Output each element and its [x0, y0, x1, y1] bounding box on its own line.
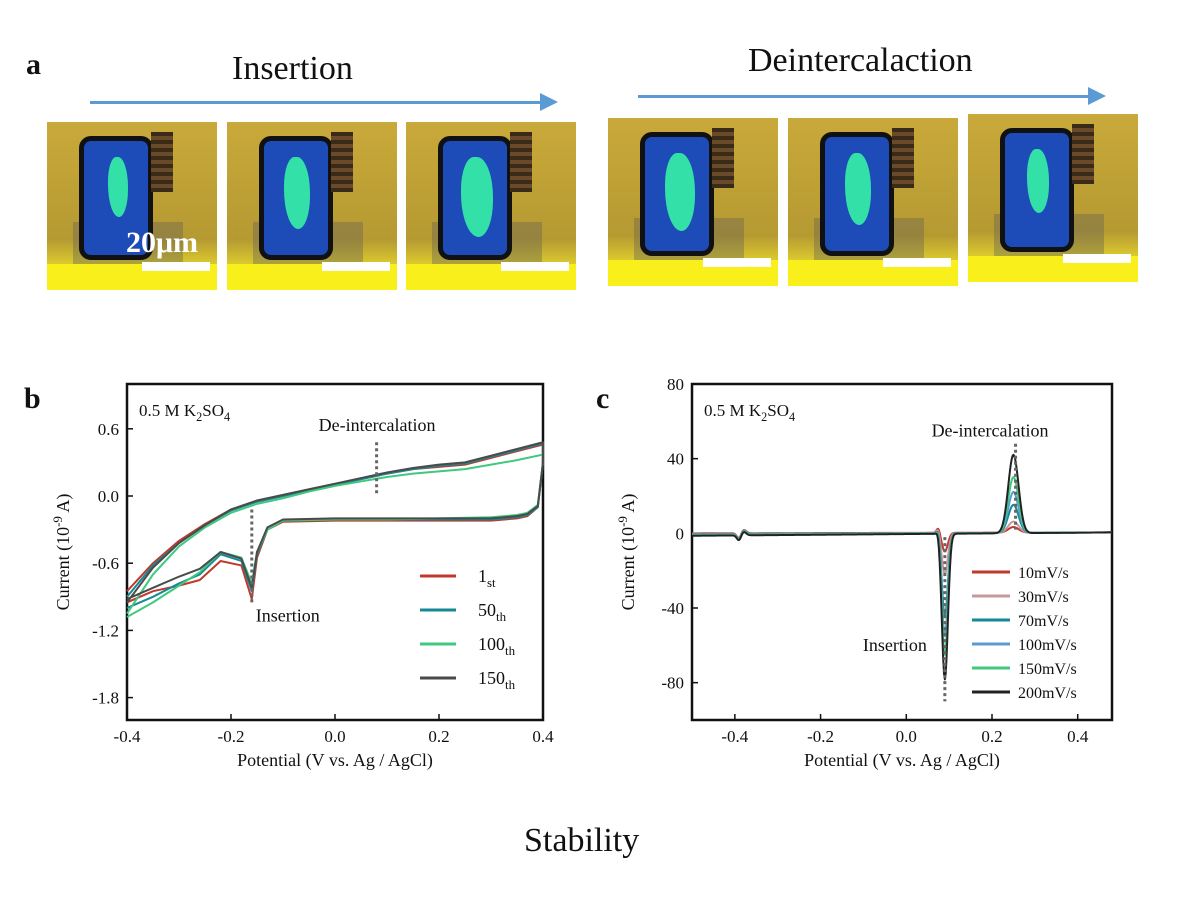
legend-entry: 200mV/s	[1018, 685, 1077, 702]
y-tick-label: -0.6	[92, 554, 119, 573]
series-line-150th	[126, 441, 544, 603]
legend-entry: 10mV/s	[1018, 565, 1069, 582]
flake	[820, 132, 894, 256]
scale-bar	[1063, 254, 1131, 263]
flake-glow	[461, 157, 493, 237]
x-axis-label: Potential (V vs. Ag / AgCl)	[237, 750, 433, 771]
flake-glow	[665, 153, 695, 231]
insertion-annotation: Insertion	[256, 605, 320, 625]
y-tick-label: 0.6	[98, 420, 119, 439]
legend-entry: 70mV/s	[1018, 613, 1069, 630]
flake-glow	[845, 153, 871, 225]
legend-entry: 50th	[478, 600, 507, 624]
deintercalation-arrow-head	[1088, 87, 1106, 105]
legend-entry: 100th	[478, 634, 516, 658]
x-tick-label: -0.2	[218, 727, 245, 746]
x-tick-label: 0.0	[896, 727, 917, 746]
legend-entry: 30mV/s	[1018, 589, 1069, 606]
flake	[79, 136, 153, 260]
micrograph-insertion-3	[406, 122, 576, 290]
panel-b-label: b	[24, 382, 41, 415]
y-tick-label: 0	[676, 524, 685, 543]
scale-bar	[883, 258, 951, 267]
y-tick-label: 0.0	[98, 487, 119, 506]
x-tick-label: 0.2	[981, 727, 1002, 746]
y-tick-label: -1.8	[92, 689, 119, 708]
y-tick-label: -40	[661, 599, 684, 618]
panel-a-label: a	[26, 48, 41, 81]
legend-entry: 100mV/s	[1018, 637, 1077, 654]
deintercalation-arrow-shaft	[638, 95, 1090, 98]
cv-scan-rate-chart: -0.4 -0.2 0.0 0.2 0.4 80 40 0 -40 -80 Potential (V…	[615, 375, 1114, 771]
micrograph-insertion-1	[47, 122, 217, 290]
x-axis-label: Potential (V vs. Ag / AgCl)	[804, 750, 1000, 771]
figure-caption: Stability	[524, 822, 640, 859]
electrolyte-label: 0.5 M K2SO4	[139, 401, 230, 424]
insertion-arrow-shaft	[90, 101, 542, 104]
electrolyte-label: 0.5 M K2SO4	[704, 401, 795, 424]
flake	[1000, 128, 1074, 252]
flake	[259, 136, 333, 260]
y-tick-label: 80	[667, 375, 684, 394]
flake-glow	[108, 157, 128, 217]
y-tick-label: 40	[667, 450, 684, 469]
scale-bar	[501, 262, 569, 271]
y-axis-label: Current (10-9 A)	[615, 494, 639, 611]
legend-entry: 150th	[478, 668, 516, 692]
panel-c-label: c	[596, 382, 610, 415]
series-line-10mV/s	[691, 526, 1113, 553]
micrograph-insertion-2	[227, 122, 397, 290]
micrograph-deintercalation-1	[608, 118, 778, 286]
flake	[640, 132, 714, 256]
y-axis-label: Current (10-9 A)	[50, 494, 74, 611]
deintercalation-title: Deintercalaction	[748, 42, 973, 79]
electrode	[331, 132, 353, 192]
deintercalation-annotation: De-intercalation	[932, 420, 1049, 440]
y-tick-label: -80	[661, 674, 684, 693]
x-tick-label: 0.2	[428, 727, 449, 746]
cv-stability-chart: -0.4 -0.2 0.0 0.2 0.4 0.6 0.0 -0.6 -1.2 -1.8 Poten…	[50, 382, 554, 771]
plot-frame	[690, 382, 1114, 722]
electrode	[510, 132, 532, 192]
deintercalation-annotation: De-intercalation	[319, 415, 436, 435]
y-tick-label: -1.2	[92, 621, 119, 640]
x-tick-label: -0.4	[114, 727, 141, 746]
series-line-200mV/s	[691, 453, 1113, 681]
x-tick-label: 0.0	[324, 727, 345, 746]
insertion-title: Insertion	[232, 50, 353, 87]
electrode	[892, 128, 914, 188]
x-tick-label: 0.4	[1067, 727, 1089, 746]
electrode	[151, 132, 173, 192]
scale-bar	[142, 262, 210, 271]
x-tick-label: -0.2	[807, 727, 834, 746]
x-tick-label: 0.4	[532, 727, 554, 746]
micrograph-deintercalation-3	[968, 114, 1138, 282]
legend-entry: 150mV/s	[1018, 661, 1077, 678]
electrode	[712, 128, 734, 188]
insertion-arrow-head	[540, 93, 558, 111]
flake-glow	[284, 157, 310, 229]
scale-bar	[322, 262, 390, 271]
flake-glow	[1027, 149, 1049, 213]
x-tick-label: -0.4	[721, 727, 748, 746]
flake	[438, 136, 512, 260]
scale-bar	[703, 258, 771, 267]
micrograph-deintercalation-2	[788, 118, 958, 286]
scale-bar-label: 20μm	[126, 226, 198, 259]
insertion-annotation: Insertion	[863, 635, 927, 655]
electrode	[1072, 124, 1094, 184]
legend-entry: 1st	[478, 566, 496, 590]
